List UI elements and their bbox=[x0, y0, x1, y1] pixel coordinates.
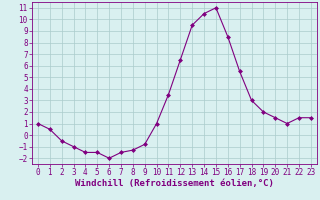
X-axis label: Windchill (Refroidissement éolien,°C): Windchill (Refroidissement éolien,°C) bbox=[75, 179, 274, 188]
